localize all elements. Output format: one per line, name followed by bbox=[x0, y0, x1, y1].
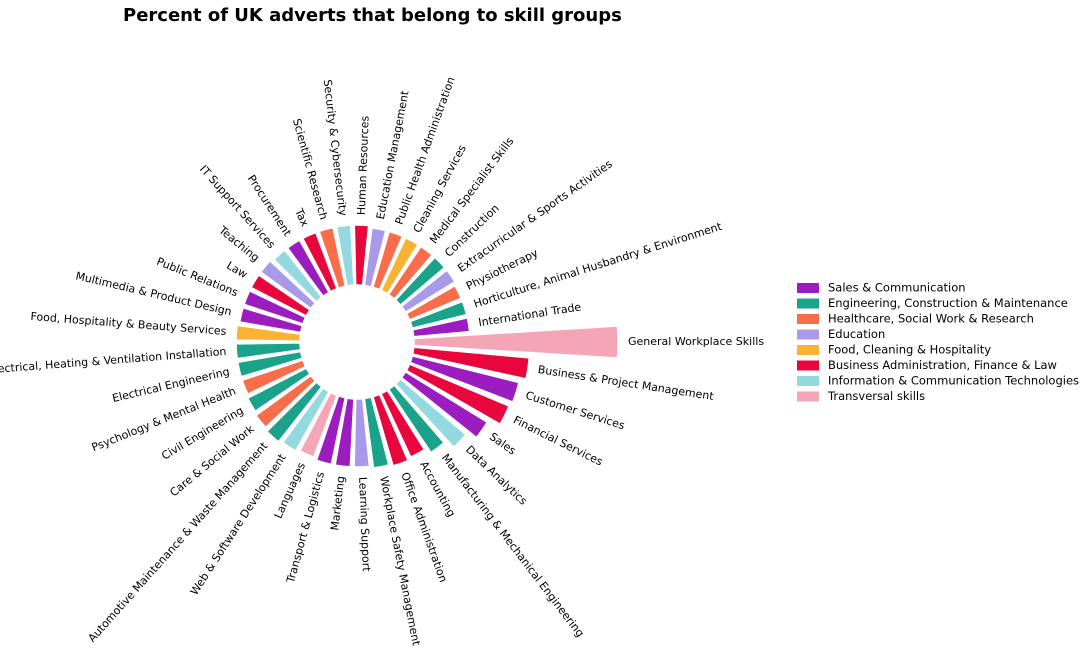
legend-swatch bbox=[797, 283, 819, 293]
category-label: Automotive Maintenance & Waste Managemen… bbox=[85, 439, 270, 645]
bar bbox=[409, 300, 468, 330]
bar bbox=[409, 354, 520, 404]
bar bbox=[380, 236, 420, 295]
legend-swatch bbox=[797, 345, 819, 355]
legend-swatch bbox=[797, 329, 819, 340]
bar bbox=[380, 389, 426, 459]
bar bbox=[259, 259, 317, 310]
category-label: Learning Support bbox=[356, 477, 373, 573]
legend-swatch bbox=[797, 314, 819, 324]
category-label: Manufacturing & Mechanical Engineering bbox=[439, 451, 587, 639]
legend-swatch bbox=[797, 391, 819, 402]
legend-swatch bbox=[797, 376, 819, 386]
bar bbox=[372, 393, 409, 467]
bar bbox=[334, 397, 355, 468]
bar bbox=[394, 256, 446, 307]
bar bbox=[394, 377, 467, 449]
category-label: General Workplace Skills bbox=[628, 335, 764, 348]
category-label: Sales bbox=[487, 430, 519, 458]
category-label: Human Resources bbox=[355, 115, 372, 215]
bar bbox=[353, 397, 371, 468]
legend-swatch bbox=[797, 360, 819, 371]
legend-label: Education bbox=[828, 327, 885, 341]
legend-label: Food, Cleaning & Hospitality bbox=[828, 343, 991, 357]
bar bbox=[236, 350, 304, 378]
category-label: Electrical, Heating & Ventilation Instal… bbox=[0, 345, 227, 376]
bar bbox=[265, 381, 323, 443]
legend-label: Information & Communication Technologies bbox=[828, 374, 1079, 388]
legend-swatch bbox=[797, 298, 819, 309]
bar bbox=[243, 289, 307, 325]
bar bbox=[387, 245, 434, 300]
category-label: Scientific Research bbox=[290, 117, 330, 221]
bar bbox=[286, 239, 331, 298]
bar bbox=[301, 231, 338, 293]
bar bbox=[281, 386, 331, 452]
bar bbox=[411, 317, 471, 338]
bar bbox=[363, 227, 387, 288]
bar bbox=[250, 273, 311, 317]
bar bbox=[272, 248, 323, 303]
category-label: Food, Hospitality & Beauty Services bbox=[30, 310, 227, 338]
bar bbox=[315, 394, 347, 466]
legend-label: Sales & Communication bbox=[828, 281, 966, 295]
bar bbox=[238, 306, 304, 334]
bar bbox=[400, 269, 456, 314]
chart-title: Percent of UK adverts that belong to ski… bbox=[123, 5, 622, 26]
bar bbox=[405, 284, 463, 321]
bar bbox=[405, 363, 511, 426]
bar bbox=[235, 324, 302, 342]
category-label: Law bbox=[224, 259, 249, 281]
bar bbox=[318, 226, 347, 290]
bar bbox=[246, 367, 311, 413]
bar bbox=[235, 342, 302, 360]
bar bbox=[387, 384, 446, 454]
bar bbox=[298, 391, 338, 459]
legend-label: Engineering, Construction & Maintenance bbox=[828, 296, 1068, 310]
bar bbox=[363, 396, 390, 469]
legend-label: Business Administration, Finance & Law bbox=[828, 358, 1057, 372]
bar bbox=[353, 224, 370, 287]
category-label: Business & Project Management bbox=[537, 363, 715, 403]
bar bbox=[413, 325, 619, 359]
bar bbox=[372, 230, 404, 291]
bar bbox=[411, 346, 531, 380]
bar bbox=[254, 374, 317, 429]
category-label: Marketing bbox=[328, 475, 347, 531]
bar bbox=[335, 224, 355, 287]
legend-label: Healthcare, Social Work & Research bbox=[828, 312, 1034, 326]
bar bbox=[241, 359, 307, 396]
legend-label: Transversal skills bbox=[827, 389, 925, 403]
bar bbox=[400, 370, 489, 439]
category-label: Tax bbox=[292, 206, 312, 229]
